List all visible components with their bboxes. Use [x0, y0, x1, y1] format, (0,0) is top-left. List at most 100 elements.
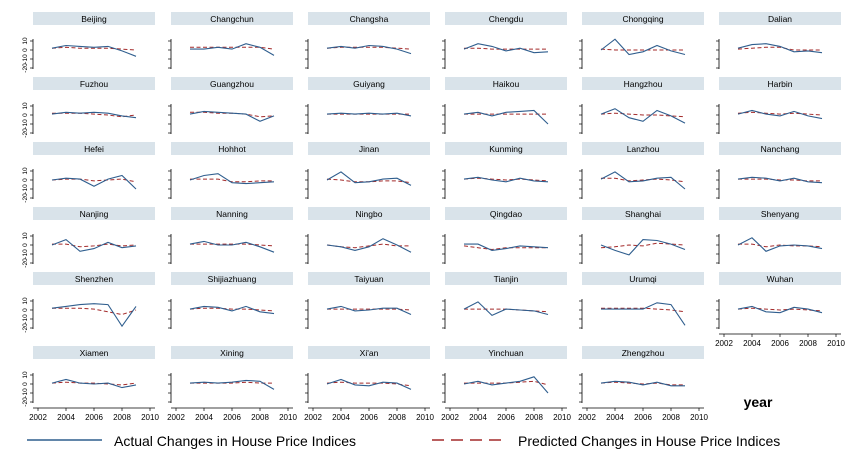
- predicted-line: [52, 243, 137, 248]
- panel-header: [445, 346, 567, 359]
- x-tick-label: 2006: [771, 339, 789, 348]
- x-tick-label: 2002: [29, 413, 47, 422]
- panel: Harbin: [716, 77, 841, 134]
- actual-line: [600, 380, 685, 387]
- y-tick-label: 10: [22, 297, 29, 305]
- panel-header: [33, 346, 155, 359]
- x-tick-label: 2004: [57, 413, 75, 422]
- panel: Kunming: [442, 142, 567, 199]
- actual-line: [51, 238, 137, 252]
- panel: Haikou: [442, 77, 567, 134]
- panel-header: [445, 77, 567, 90]
- actual-line: [737, 176, 823, 184]
- panel: Xiamen -20-10 0 10 2002 2004 2006 2008 2010: [22, 346, 159, 422]
- legend: Actual Changes in House Price Indices Pr…: [27, 433, 780, 449]
- y-tick-label: 0: [22, 308, 29, 312]
- panel-header: [33, 272, 155, 285]
- x-tick-label: 2006: [634, 413, 652, 422]
- x-tick-label: 2010: [141, 413, 159, 422]
- panel-header: [33, 77, 155, 90]
- actual-line: [326, 238, 412, 253]
- panel-title: Tianjin: [494, 274, 519, 284]
- panel-title: Kunming: [489, 144, 523, 154]
- panel-title: Shenzhen: [75, 274, 114, 284]
- x-tick-label: 2004: [195, 413, 213, 422]
- actual-line: [326, 112, 412, 117]
- panel: Qingdao: [442, 207, 567, 264]
- actual-line: [190, 43, 275, 56]
- actual-line: [463, 301, 549, 317]
- panel-header: [582, 346, 704, 359]
- panel-title: Wuhan: [767, 274, 794, 284]
- panel: Nanjing -20-10 0 10: [22, 207, 155, 268]
- predicted-line: [52, 112, 137, 118]
- panel-title: Hangzhou: [624, 79, 663, 89]
- panel-title: Harbin: [767, 79, 792, 89]
- panel-title: Shanghai: [625, 209, 661, 219]
- x-tick-label: 2008: [662, 413, 680, 422]
- panel-header: [33, 207, 155, 220]
- panel-title: Haikou: [493, 79, 520, 89]
- panel: Urumqi: [579, 272, 704, 329]
- y-tick-label: 0: [22, 243, 29, 247]
- predicted-line: [326, 46, 412, 50]
- panel-header: [171, 272, 293, 285]
- predicted-line: [600, 381, 685, 386]
- predicted-line: [51, 46, 137, 51]
- x-tick-label: 2002: [304, 413, 322, 422]
- predicted-line: [738, 243, 823, 248]
- predicted-line: [463, 177, 549, 182]
- panel-header: [582, 272, 704, 285]
- panel: Hangzhou: [579, 77, 704, 134]
- y-tick-label: 10: [22, 102, 29, 110]
- panel: Chengdu: [442, 12, 567, 69]
- predicted-line: [190, 46, 275, 50]
- panel-title: Chongqing: [622, 14, 663, 24]
- y-tick-label: -10: [22, 314, 29, 324]
- predicted-line: [738, 178, 822, 182]
- panel-header: [171, 77, 293, 90]
- actual-line: [51, 303, 137, 328]
- panel-header: [445, 12, 567, 25]
- panel: Lanzhou: [579, 142, 704, 199]
- panel-title: Chengdu: [489, 14, 524, 24]
- panel: Wuhan 2002 2004 2006 2008 2010: [715, 272, 845, 348]
- panel: Changsha: [305, 12, 430, 69]
- y-tick-label: -10: [22, 388, 29, 398]
- panel-header: [582, 142, 704, 155]
- actual-line: [189, 379, 275, 390]
- legend-predicted-label: Predicted Changes in House Price Indices: [518, 433, 780, 449]
- actual-line: [326, 171, 412, 186]
- panel-header: [445, 142, 567, 155]
- predicted-line: [463, 245, 548, 251]
- panel-header: [582, 12, 704, 25]
- panel-header: [719, 207, 841, 220]
- actual-line: [189, 173, 275, 185]
- x-tick-label: 2002: [167, 413, 185, 422]
- predicted-line: [600, 48, 685, 51]
- x-tick-label: 2010: [553, 413, 571, 422]
- actual-line: [463, 109, 549, 125]
- panel: Xining 2002 2004 2006 2008 2010: [167, 346, 297, 422]
- actual-line: [737, 305, 823, 314]
- y-tick-label: -10: [22, 119, 29, 129]
- actual-line: [464, 243, 549, 251]
- x-tick-label: 2004: [332, 413, 350, 422]
- panel-title: Xiamen: [80, 348, 109, 358]
- panel-header: [308, 272, 430, 285]
- x-tick-label: 2006: [223, 413, 241, 422]
- y-tick-label: -20: [22, 193, 29, 203]
- panel-header: [308, 77, 430, 90]
- actual-line: [189, 240, 275, 253]
- panel-header: [582, 77, 704, 90]
- actual-line: [51, 378, 137, 389]
- panel-header: [719, 142, 841, 155]
- actual-line: [326, 44, 412, 55]
- actual-line: [189, 110, 275, 122]
- y-tick-label: 10: [22, 37, 29, 45]
- panel: Chongqing: [579, 12, 704, 69]
- x-tick-label: 2004: [743, 339, 761, 348]
- panel: Guangzhou: [168, 77, 293, 134]
